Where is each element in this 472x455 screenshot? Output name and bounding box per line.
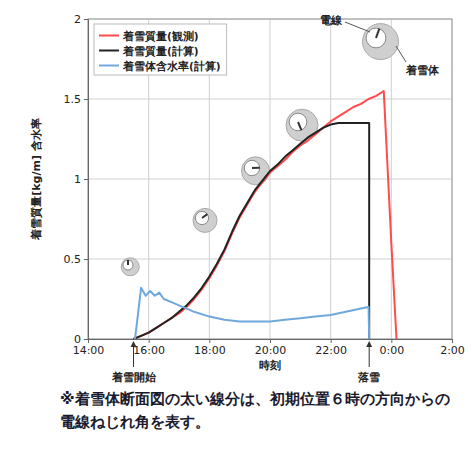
x-tick: 0:00 [379, 339, 404, 357]
grid-line [88, 259, 452, 260]
y-tick-label: 0.5 [64, 253, 82, 266]
x-axis-title: 時刻 [259, 359, 281, 372]
x-tick-label: 20:00 [255, 344, 287, 357]
x-tick-mark [331, 339, 332, 343]
y-tick-label: 1.5 [64, 93, 82, 106]
y-tick: 1 [74, 173, 88, 186]
x-tick-label: 2:00 [440, 344, 465, 357]
wire [366, 28, 386, 48]
x-tick: 16:00 [133, 339, 165, 357]
legend: 着雪質量(観測) 着雪質量(計算) 着雪体含水率(計算) [94, 24, 227, 75]
wire [244, 160, 259, 175]
cross-section-icons [121, 24, 398, 276]
x-tick-label: 18:00 [194, 344, 226, 357]
wire [289, 113, 307, 131]
series-line [135, 288, 369, 339]
twist-mark [127, 260, 129, 265]
snow-body [193, 208, 217, 232]
x-tick-mark [452, 339, 453, 343]
series-lines [134, 91, 397, 339]
annotation-arrowhead [366, 341, 372, 347]
x-tick: 18:00 [194, 339, 226, 357]
x-tick-label: 16:00 [133, 344, 165, 357]
x-tick-mark [391, 339, 392, 343]
y-tick: 0 [74, 333, 88, 346]
y-tick-mark [84, 179, 88, 180]
legend-label: 着雪体含水率(計算) [122, 60, 221, 72]
y-tick-mark [84, 339, 88, 340]
twist-mark [202, 214, 207, 218]
annotation-arrowhead [131, 341, 137, 347]
wire [195, 211, 208, 224]
y-tick-label: 1 [74, 173, 81, 186]
y-tick-label: 2 [74, 13, 81, 26]
x-tick: 2:00 [440, 339, 465, 357]
leader-line [345, 22, 370, 32]
annotation: 落雪 [357, 371, 380, 384]
diagram-label: 着雪体 [405, 64, 440, 77]
legend-label: 着雪質量(計算) [122, 45, 199, 58]
cross-section-icon [121, 258, 139, 276]
y-tick-mark [84, 259, 88, 260]
grid-line [88, 99, 452, 100]
plot-area [88, 19, 452, 339]
chart: 14:0016:0018:0020:0022:000:002:0000.511.… [0, 0, 472, 455]
x-tick-label: 22:00 [315, 344, 347, 357]
cross-section-icon [193, 208, 217, 232]
snow-body [242, 157, 270, 185]
x-tick-mark [149, 339, 150, 343]
twist-mark [376, 29, 379, 38]
legend-swatch [99, 50, 119, 52]
cross-section-icon [363, 24, 399, 60]
x-tick-mark [209, 339, 210, 343]
y-axis: 0 0.5 1 1.5 2 [64, 13, 89, 346]
y-axis-line [84, 20, 89, 340]
series-line [134, 123, 370, 339]
y-tick-label: 0 [74, 333, 81, 346]
wire [123, 260, 133, 270]
y-tick-mark [84, 19, 88, 20]
x-tick: 22:00 [315, 339, 347, 357]
x-axis: 14:0016:0018:0020:0022:000:002:00 [73, 339, 465, 357]
note: ※着雪体断面図の太い線分は、初期位置６時の方向からの電線ねじれ角を表す。 [60, 390, 450, 431]
series-line [134, 91, 397, 339]
snow-body [363, 24, 399, 60]
legend-swatch [99, 65, 119, 67]
leader-line [396, 46, 406, 62]
x-tick: 20:00 [255, 339, 287, 357]
annotation: 着雪開始 [111, 371, 157, 384]
y-tick: 1.5 [64, 93, 89, 106]
grid-line [88, 179, 452, 180]
snow-body [121, 258, 139, 276]
twist-mark [252, 167, 260, 169]
y-axis-title: 着雪質量[kg/m] 含水率 [30, 118, 43, 241]
x-tick-label: 0:00 [379, 344, 404, 357]
legend-swatch [99, 35, 119, 37]
x-tick-mark [270, 339, 271, 343]
cross-section-icon [242, 157, 270, 185]
diagram-label: 電線 [320, 14, 343, 27]
y-tick: 0.5 [64, 253, 89, 266]
legend-box [94, 24, 227, 75]
legend-label: 着雪質量(観測) [122, 30, 199, 43]
y-tick: 2 [74, 13, 88, 26]
y-tick-mark [84, 99, 88, 100]
twist-mark [298, 122, 301, 130]
grid [88, 19, 452, 339]
x-axis-line [89, 340, 453, 344]
plot-frame [88, 19, 452, 339]
